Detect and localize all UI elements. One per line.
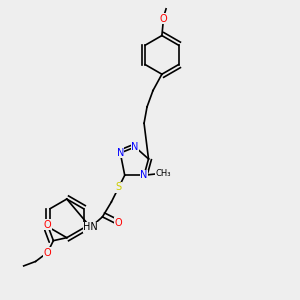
Text: CH₃: CH₃ [156,169,171,178]
Text: N: N [117,148,124,158]
Text: S: S [116,182,122,192]
Text: O: O [44,248,51,257]
Text: HN: HN [83,222,98,232]
Text: N: N [140,170,148,180]
Text: O: O [159,14,167,24]
Text: O: O [159,14,167,24]
Text: O: O [115,218,123,228]
Text: N: N [131,142,139,152]
Text: O: O [44,220,51,230]
